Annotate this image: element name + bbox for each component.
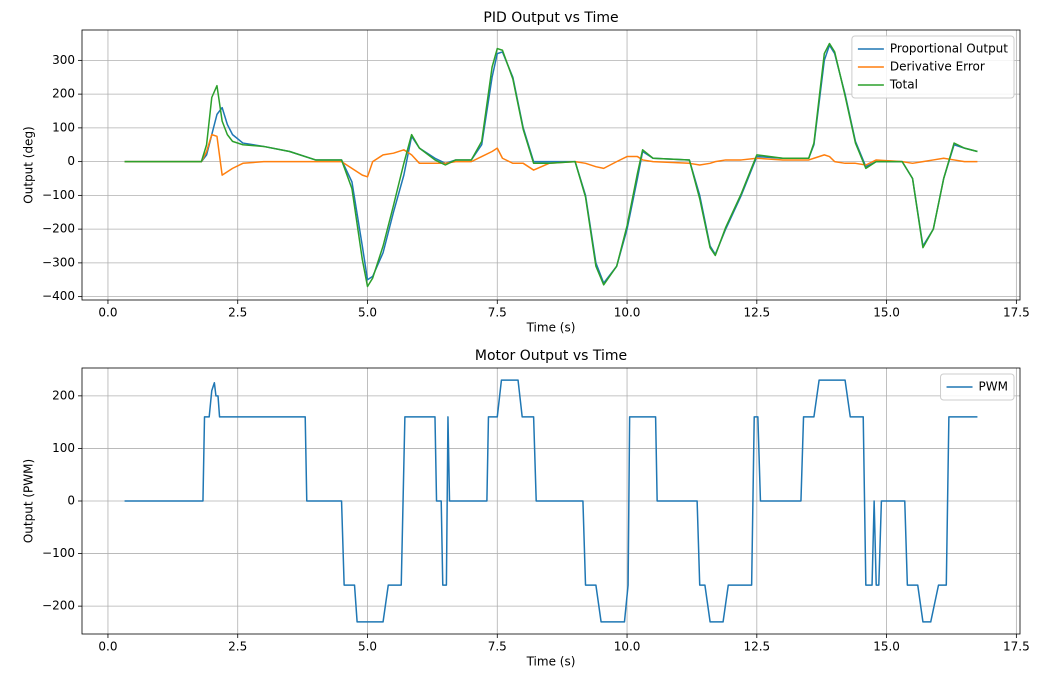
chart-title: PID Output vs Time [483, 10, 618, 26]
y-tick-label: 100 [52, 441, 75, 455]
y-tick-label: 300 [52, 53, 75, 67]
legend-box [940, 373, 1015, 401]
x-axis-label: Time (s) [526, 655, 576, 669]
x-tick-label: 7.5 [488, 306, 507, 320]
y-tick-label: 0 [67, 154, 75, 168]
y-tick-label: −100 [42, 546, 75, 560]
y-tick-label: −400 [42, 289, 75, 303]
y-axis-label: Output (PWM) [22, 459, 36, 543]
x-tick-label: 12.5 [743, 640, 770, 654]
x-tick-label: 10.0 [614, 306, 641, 320]
legend: PWM [940, 373, 1015, 401]
x-tick-label: 15.0 [873, 640, 900, 654]
legend-label: Total [889, 78, 918, 92]
data-line [124, 44, 978, 284]
x-axis-label: Time (s) [526, 321, 576, 335]
x-tick-label: 15.0 [873, 306, 900, 320]
chart-title: Motor Output vs Time [475, 348, 627, 364]
x-tick-label: 5.0 [358, 306, 377, 320]
legend-label: Proportional Output [890, 42, 1008, 56]
x-tick-label: 0.0 [98, 640, 117, 654]
x-tick-label: 10.0 [614, 640, 641, 654]
x-tick-label: 0.0 [98, 306, 117, 320]
plot-frame [81, 29, 1021, 301]
x-tick-label: 17.5 [1003, 640, 1030, 654]
legend: Proportional Output Derivative Error Total [851, 35, 1015, 99]
y-tick-label: 0 [67, 494, 75, 508]
legend-box [851, 35, 1015, 99]
y-tick-label: 100 [52, 120, 75, 134]
y-tick-label: −300 [42, 255, 75, 269]
y-tick-label: 200 [52, 388, 75, 402]
y-axis-label: Output (deg) [22, 126, 36, 203]
x-tick-label: 7.5 [488, 640, 507, 654]
plot-frame [81, 367, 1021, 635]
x-tick-label: 12.5 [743, 306, 770, 320]
x-tick-label: 2.5 [228, 306, 247, 320]
legend-label: PWM [979, 380, 1008, 394]
y-tick-label: −200 [42, 222, 75, 236]
y-tick-label: −200 [42, 599, 75, 613]
y-tick-label: −100 [42, 188, 75, 202]
data-line [124, 42, 978, 288]
data-line [124, 379, 978, 623]
x-tick-label: 17.5 [1003, 306, 1030, 320]
y-tick-label: 200 [52, 87, 75, 101]
legend-label: Derivative Error [890, 60, 985, 74]
data-line [124, 133, 978, 178]
x-tick-label: 2.5 [228, 640, 247, 654]
x-tick-label: 5.0 [358, 640, 377, 654]
